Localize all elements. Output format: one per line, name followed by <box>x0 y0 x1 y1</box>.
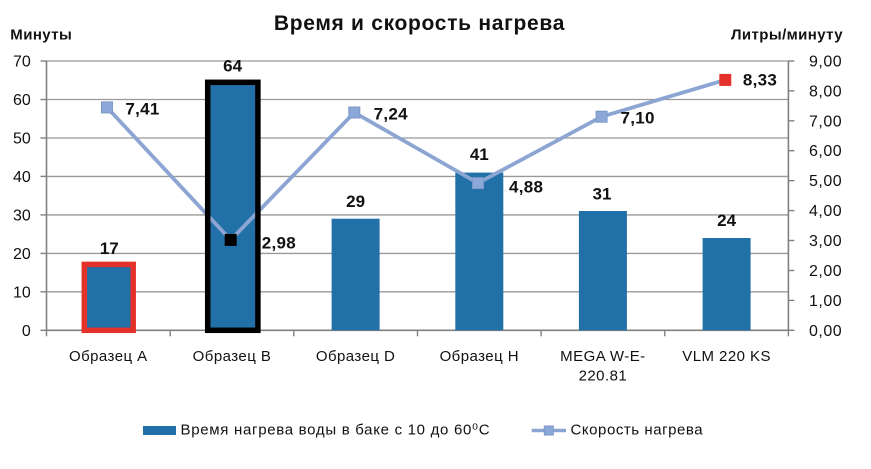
svg-text:0,00: 0,00 <box>809 323 842 340</box>
svg-text:VLM 220 KS: VLM 220 KS <box>682 348 771 365</box>
svg-text:5,00: 5,00 <box>809 173 842 190</box>
svg-text:7,10: 7,10 <box>621 109 655 128</box>
svg-text:Минуты: Минуты <box>10 27 72 44</box>
svg-text:Образец H: Образец H <box>440 348 519 365</box>
svg-text:50: 50 <box>13 131 31 148</box>
svg-text:40: 40 <box>13 169 31 186</box>
svg-text:Образец D: Образец D <box>316 348 395 365</box>
svg-text:10: 10 <box>13 284 31 301</box>
svg-text:1,00: 1,00 <box>809 293 842 310</box>
svg-text:Образец B: Образец B <box>193 348 272 365</box>
svg-text:2,98: 2,98 <box>262 233 296 252</box>
svg-text:220.81: 220.81 <box>579 368 628 385</box>
svg-text:31: 31 <box>593 185 612 204</box>
svg-text:3,00: 3,00 <box>809 233 842 250</box>
svg-text:20: 20 <box>13 246 31 263</box>
svg-text:Литры/минуту: Литры/минуту <box>731 27 843 44</box>
svg-text:17: 17 <box>100 239 119 258</box>
svg-text:6,00: 6,00 <box>809 143 842 160</box>
svg-text:Образец A: Образец A <box>69 348 148 365</box>
svg-text:60: 60 <box>13 92 31 109</box>
svg-text:Скорость нагрева: Скорость нагрева <box>571 422 704 439</box>
svg-text:8,33: 8,33 <box>743 71 777 90</box>
svg-text:Время и скорость нагрева: Время и скорость нагрева <box>274 12 565 35</box>
svg-text:9,00: 9,00 <box>809 54 842 71</box>
svg-text:70: 70 <box>13 54 31 71</box>
svg-text:29: 29 <box>346 192 365 211</box>
svg-text:7,41: 7,41 <box>125 100 159 119</box>
svg-text:0: 0 <box>22 323 31 340</box>
svg-text:Время нагрева воды в баке с 10: Время нагрева воды в баке с 10 до 60⁰С <box>181 422 491 439</box>
svg-text:2,00: 2,00 <box>809 263 842 280</box>
svg-text:4,00: 4,00 <box>809 203 842 220</box>
svg-text:8,00: 8,00 <box>809 83 842 100</box>
svg-text:24: 24 <box>717 211 736 230</box>
svg-text:MEGA W-E-: MEGA W-E- <box>560 348 645 365</box>
svg-text:4,88: 4,88 <box>509 178 543 197</box>
svg-text:7,24: 7,24 <box>374 105 409 124</box>
svg-text:64: 64 <box>223 56 242 75</box>
svg-text:7,00: 7,00 <box>809 113 842 130</box>
svg-text:41: 41 <box>470 145 489 164</box>
svg-text:30: 30 <box>13 207 31 224</box>
